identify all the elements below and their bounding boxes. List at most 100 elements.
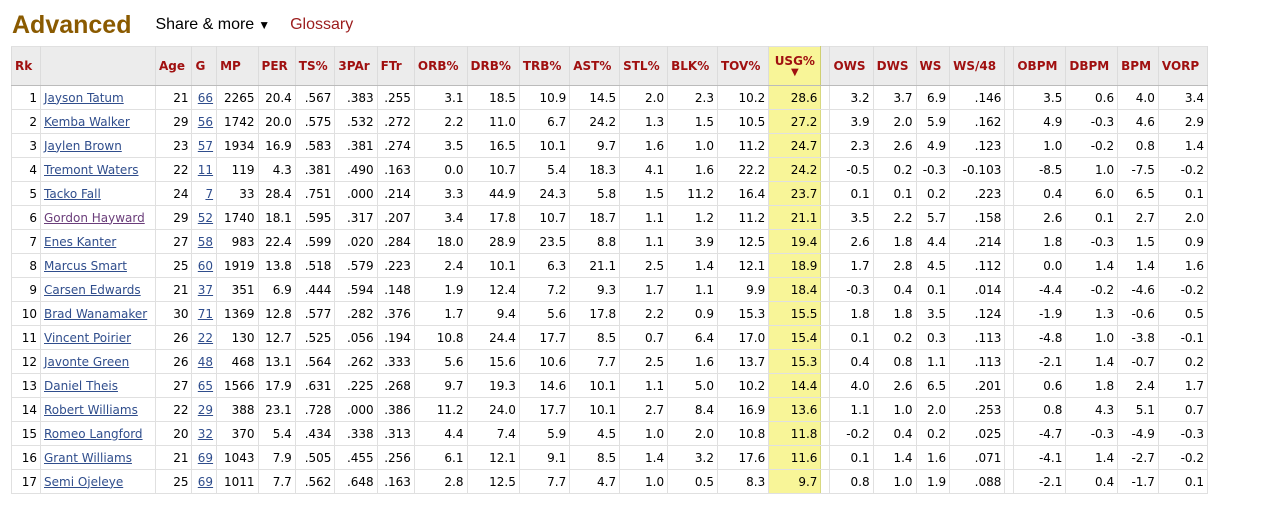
player-link[interactable]: Gordon Hayward [44,210,145,225]
cell-drb: 24.0 [466,397,520,422]
cell-vorp: 0.9 [1157,229,1209,254]
cell-usg: 24.7 [768,133,822,158]
cell-obpm: -2.1 [1013,469,1067,494]
col-ws[interactable]: WS [915,46,951,86]
col-player[interactable] [40,46,156,86]
col-ast[interactable]: AST% [569,46,621,86]
cell-usg: 14.4 [768,373,822,398]
player-link[interactable]: Tremont Waters [44,162,139,177]
player-link[interactable]: Tacko Fall [44,186,101,201]
player-link[interactable]: Semi Ojeleye [44,474,124,489]
col-per[interactable]: PER [257,46,296,86]
player-link[interactable]: Grant Williams [44,450,132,465]
col-trb[interactable]: TRB% [518,46,571,86]
col-usg[interactable]: USG% ▼ [768,46,822,86]
col-g[interactable]: G [191,46,218,86]
col-blk[interactable]: BLK% [667,46,718,86]
cell-dbpm: 1.8 [1065,373,1119,398]
cell-bpm: 5.1 [1117,397,1159,422]
cell-ast: 9.7 [569,133,621,158]
games-link[interactable]: 58 [197,234,214,249]
cell-ftr: .386 [376,397,415,422]
cell-vorp: -0.2 [1157,445,1209,470]
player-link[interactable]: Daniel Theis [44,378,118,393]
games-link[interactable]: 69 [197,450,214,465]
cell-bpm: -2.7 [1117,445,1159,470]
cell-trb: 7.2 [518,277,571,302]
cell-tov: 17.0 [716,325,770,350]
col-3par[interactable]: 3PAr [334,46,378,86]
cell-ts: .562 [294,469,336,494]
cell-tov: 10.2 [716,85,770,110]
player-link[interactable]: Romeo Langford [44,426,143,441]
games-link[interactable]: 22 [197,330,214,345]
cell-dws: 0.2 [872,157,917,182]
col-drb[interactable]: DRB% [466,46,520,86]
cell-blk: 1.6 [667,157,718,182]
cell-ws48: .123 [949,133,1006,158]
col-ows[interactable]: OWS [829,46,874,86]
cell-tpar: .282 [334,301,378,326]
col-ws48[interactable]: WS/48 [949,46,1006,86]
cell-dbpm: -0.3 [1065,421,1119,446]
cell-bpm: 4.6 [1117,109,1159,134]
glossary-link[interactable]: Glossary [290,16,354,33]
cell-ast: 10.1 [569,373,621,398]
player-link[interactable]: Carsen Edwards [44,282,141,297]
cell-bpm: -4.6 [1117,277,1159,302]
cell-ast: 8.5 [569,325,621,350]
col-tov[interactable]: TOV% [716,46,770,86]
cell-tpar: .317 [334,205,378,230]
cell-trb: 5.9 [518,421,571,446]
cell-spacer [820,181,831,206]
col-ftr[interactable]: FTr [376,46,415,86]
col-bpm[interactable]: BPM [1117,46,1159,86]
player-link[interactable]: Robert Williams [44,402,138,417]
games-link[interactable]: 71 [197,306,214,321]
player-link[interactable]: Marcus Smart [44,258,127,273]
cell-vorp: 0.7 [1157,397,1209,422]
cell-orb: 10.8 [413,325,468,350]
games-link[interactable]: 32 [197,426,214,441]
col-orb[interactable]: ORB% [413,46,468,86]
games-link[interactable]: 52 [197,210,214,225]
cell-ts: .381 [294,157,336,182]
games-link[interactable]: 69 [197,474,214,489]
cell-bpm: 1.5 [1117,229,1159,254]
player-link[interactable]: Enes Kanter [44,234,117,249]
games-link[interactable]: 7 [205,186,214,201]
player-link[interactable]: Jayson Tatum [44,90,124,105]
col-rk[interactable]: Rk [11,46,41,86]
cell-tov: 17.6 [716,445,770,470]
cell-dbpm: 1.0 [1065,157,1119,182]
player-link[interactable]: Kemba Walker [44,114,130,129]
col-dws[interactable]: DWS [872,46,917,86]
col-dbpm[interactable]: DBPM [1065,46,1119,86]
games-link[interactable]: 60 [197,258,214,273]
games-link[interactable]: 56 [197,114,214,129]
games-link[interactable]: 29 [197,402,214,417]
cell-orb: 9.7 [413,373,468,398]
col-age[interactable]: Age [154,46,193,86]
share-more-dropdown[interactable]: Share & more ▼ [155,16,270,34]
player-link[interactable]: Vincent Poirier [44,330,132,345]
col-mp[interactable]: MP [216,46,259,86]
games-link[interactable]: 66 [197,90,214,105]
cell-mp: 33 [216,181,259,206]
games-link[interactable]: 57 [197,138,214,153]
games-link[interactable]: 65 [197,378,214,393]
player-link[interactable]: Brad Wanamaker [44,306,148,321]
player-link[interactable]: Javonte Green [44,354,130,369]
cell-g: 7 [191,181,218,206]
player-link[interactable]: Jaylen Brown [44,138,122,153]
cell-ftr: .148 [376,277,415,302]
cell-blk: 3.9 [667,229,718,254]
col-stl[interactable]: STL% [619,46,669,86]
col-obpm[interactable]: OBPM [1013,46,1067,86]
games-link[interactable]: 37 [197,282,214,297]
games-link[interactable]: 48 [197,354,214,369]
games-link[interactable]: 11 [197,162,214,177]
col-vorp[interactable]: VORP [1157,46,1209,86]
cell-age: 21 [154,85,193,110]
col-ts[interactable]: TS% [294,46,336,86]
